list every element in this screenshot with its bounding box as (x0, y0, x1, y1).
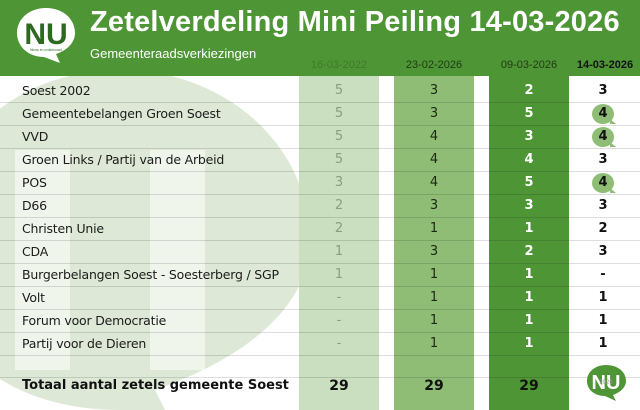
seats-mar14-2026: 1 (598, 313, 608, 328)
column-header-2022: 16-03-2022 (310, 59, 368, 71)
seats-feb-2026: 1 (429, 336, 439, 351)
party-name: Soest 2002 (22, 83, 91, 98)
total-mar09-2026: 29 (519, 378, 539, 394)
party-name: Volt (22, 290, 45, 305)
seats-feb-2026: 1 (429, 267, 439, 282)
table-row: CDA 1 3 2 3 (0, 241, 640, 264)
party-name: Groen Links / Partij van de Arbeid (22, 152, 225, 167)
seats-mar09-2026: 3 (524, 129, 534, 144)
party-name: CDA (22, 244, 49, 259)
table-row: Christen Unie 2 1 1 2 (0, 218, 640, 241)
seats-2022: 2 (334, 221, 344, 236)
seats-mar14-2026: 3 (598, 152, 608, 167)
table-row: Forum voor Democratie - 1 1 1 (0, 310, 640, 333)
highlight-bubble-icon: 4 (592, 173, 616, 193)
seats-2022: - (336, 290, 342, 305)
highlight-bubble-icon: 4 (592, 127, 616, 147)
seats-mar09-2026: 2 (524, 83, 534, 98)
seats-feb-2026: 3 (429, 106, 439, 121)
party-name: Forum voor Democratie (22, 313, 167, 328)
seats-mar14-2026: 4 (568, 104, 638, 124)
table-row: VVD 5 4 3 4 (0, 126, 640, 149)
table-row: Gemeentebelangen Groen Soest 5 3 5 4 (0, 103, 640, 126)
seats-2022: 2 (334, 198, 344, 213)
seats-feb-2026: 1 (429, 221, 439, 236)
table-row: POS 3 4 5 4 (0, 172, 640, 195)
seats-mar09-2026: 3 (524, 198, 534, 213)
svg-text:2026: 2026 (599, 380, 613, 386)
seats-2022: 3 (334, 175, 344, 190)
highlight-bubble-icon: 4 (592, 104, 616, 124)
seats-2022: - (336, 336, 342, 351)
seats-mar14-2026: 1 (598, 336, 608, 351)
seats-mar14-2026: 3 (598, 198, 608, 213)
nu-logo-icon: NU Nieuw en onderbouwd (17, 8, 75, 63)
party-name: Gemeentebelangen Groen Soest (22, 106, 221, 121)
svg-text:Nieuw en onderbouwd: Nieuw en onderbouwd (30, 48, 62, 52)
seats-feb-2026: 3 (429, 198, 439, 213)
seats-mar14-2026: 4 (568, 173, 638, 193)
seats-mar09-2026: 1 (524, 267, 534, 282)
total-label: Totaal aantal zetels gemeente Soest (22, 378, 289, 393)
table-row: D66 2 3 3 3 (0, 195, 640, 218)
table-row: Partij voor de Dieren - 1 1 1 (0, 333, 640, 356)
seats-2022: 5 (334, 129, 344, 144)
seat-table: Soest 2002 5 3 2 3 Gemeentebelangen Groe… (0, 80, 640, 378)
seats-feb-2026: 4 (429, 175, 439, 190)
seats-2022: 5 (334, 83, 344, 98)
party-name: VVD (22, 129, 49, 144)
svg-text:NU: NU (592, 372, 621, 394)
nu-2026-logo-icon: NU 2026 (587, 365, 626, 401)
seats-feb-2026: 1 (429, 313, 439, 328)
seats-mar09-2026: 1 (524, 336, 534, 351)
total-row: Totaal aantal zetels gemeente Soest 29 2… (0, 372, 640, 402)
seats-feb-2026: 4 (429, 129, 439, 144)
seats-feb-2026: 3 (429, 83, 439, 98)
row-divider (0, 356, 640, 378)
seats-2022: 5 (334, 106, 344, 121)
seats-mar09-2026: 1 (524, 290, 534, 305)
table-row: Volt - 1 1 1 (0, 287, 640, 310)
table-row: Groen Links / Partij van de Arbeid 5 4 4… (0, 149, 640, 172)
column-header-mar09-2026: 09-03-2026 (500, 59, 558, 71)
column-header-feb-2026: 23-02-2026 (405, 59, 463, 71)
table-row: Burgerbelangen Soest - Soesterberg / SGP… (0, 264, 640, 287)
column-bg-mar09-2026 (489, 76, 569, 410)
seats-feb-2026: 1 (429, 290, 439, 305)
table-row: Soest 2002 5 3 2 3 (0, 80, 640, 103)
party-name: Partij voor de Dieren (22, 336, 147, 351)
column-bg-feb-2026 (394, 76, 474, 410)
seats-2022: - (336, 313, 342, 328)
column-bg-2022 (299, 76, 379, 410)
page-title: Zetelverdeling Mini Peiling 14-03-2026 (90, 6, 620, 38)
seats-mar14-2026: 4 (568, 127, 638, 147)
column-header-mar14-2026: 14-03-2026 (576, 59, 634, 71)
seats-feb-2026: 3 (429, 244, 439, 259)
seats-mar14-2026: 2 (598, 221, 608, 236)
total-feb-2026: 29 (424, 378, 444, 394)
page-subtitle: Gemeenteraadsverkiezingen (90, 46, 257, 61)
seats-mar09-2026: 5 (524, 175, 534, 190)
seats-mar14-2026: - (600, 267, 606, 282)
party-name: POS (22, 175, 47, 190)
nu-watermark-icon (0, 70, 310, 410)
party-name: D66 (22, 198, 47, 213)
seats-mar09-2026: 1 (524, 313, 534, 328)
seats-mar09-2026: 2 (524, 244, 534, 259)
seats-2022: 1 (334, 267, 344, 282)
svg-text:NU: NU (24, 18, 67, 51)
header-banner: NU Nieuw en onderbouwd Zetelverdeling Mi… (0, 0, 640, 76)
seats-mar09-2026: 1 (524, 221, 534, 236)
total-2022: 29 (329, 378, 349, 394)
seats-mar14-2026: 3 (598, 83, 608, 98)
seats-feb-2026: 4 (429, 152, 439, 167)
party-name: Christen Unie (22, 221, 104, 236)
seats-mar14-2026: 3 (598, 244, 608, 259)
seats-mar14-2026: 1 (598, 290, 608, 305)
seats-2022: 1 (334, 244, 344, 259)
seats-2022: 5 (334, 152, 344, 167)
seats-mar09-2026: 4 (524, 152, 534, 167)
party-name: Burgerbelangen Soest - Soesterberg / SGP (22, 267, 279, 282)
seats-mar09-2026: 5 (524, 106, 534, 121)
